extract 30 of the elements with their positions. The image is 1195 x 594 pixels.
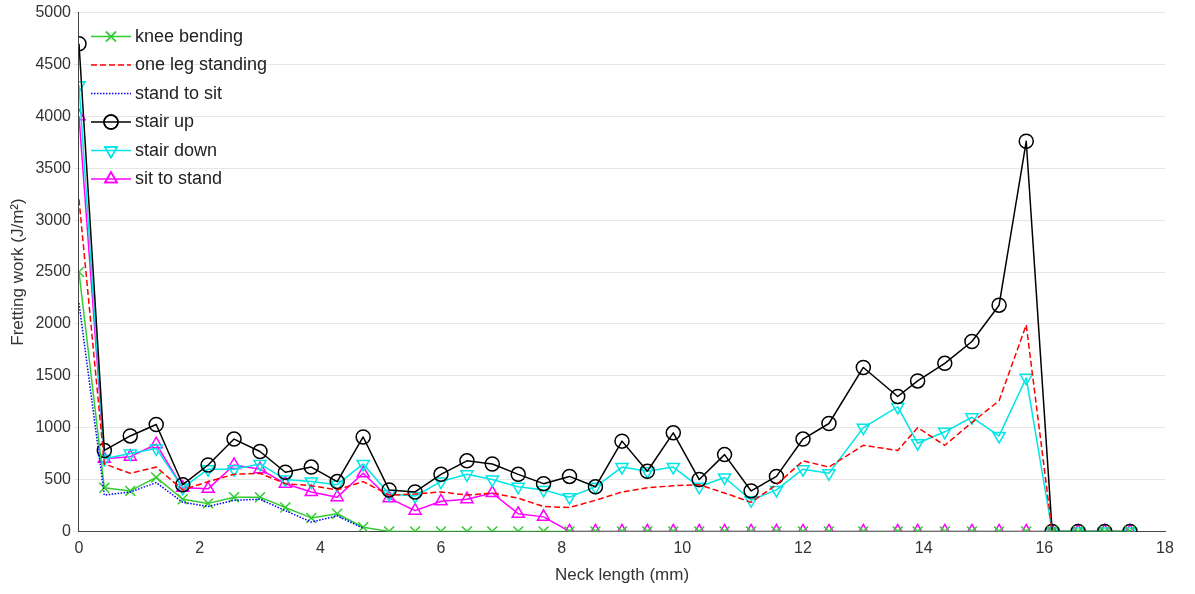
- legend-label: stair up: [134, 111, 195, 132]
- legend-label: sit to stand: [134, 168, 223, 189]
- x-tick-label: 6: [436, 539, 446, 557]
- legend-label: stand to sit: [134, 82, 223, 103]
- y-tick-label: 1000: [35, 418, 72, 436]
- x-axis-title: Neck length (mm): [554, 565, 690, 585]
- y-tick-label: 4500: [35, 54, 72, 72]
- x-tick-label: 8: [557, 539, 567, 557]
- x-tick-label: 14: [914, 539, 933, 557]
- y-tick-label: 500: [44, 469, 72, 487]
- legend-label: stair down: [134, 139, 218, 160]
- legend-label: knee bending: [134, 25, 244, 46]
- x-tick-label: 0: [74, 539, 84, 557]
- y-tick-label: 2000: [35, 314, 72, 332]
- y-tick-label: 4000: [35, 106, 72, 124]
- x-tick-label: 16: [1035, 539, 1054, 557]
- legend-label: one leg standing: [134, 54, 268, 75]
- y-tick-label: 2500: [35, 262, 72, 280]
- y-tick-label: 3000: [35, 210, 72, 228]
- x-tick-label: 12: [794, 539, 812, 557]
- y-axis-title: Fretting work (J/m²): [7, 198, 27, 346]
- line-series: [78, 302, 364, 530]
- y-tick-label: 5000: [35, 3, 72, 21]
- x-tick-label: 10: [673, 539, 692, 557]
- y-tick-label: 3500: [35, 158, 72, 176]
- y-tick-label: 1500: [35, 366, 72, 384]
- y-tick-label: 0: [62, 521, 72, 539]
- x-tick-label: 4: [315, 539, 325, 557]
- x-tick-label: 18: [1156, 539, 1174, 557]
- x-tick-label: 2: [195, 539, 205, 557]
